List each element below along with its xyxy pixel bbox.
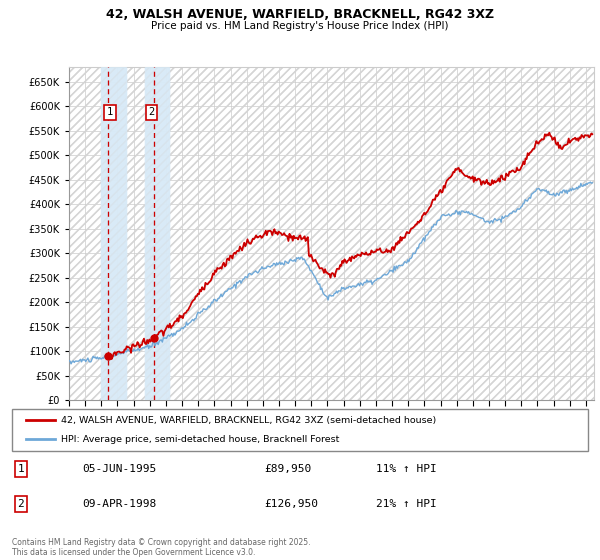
Text: 14: 14 xyxy=(404,411,413,422)
Text: 98: 98 xyxy=(145,411,154,423)
Text: 11: 11 xyxy=(355,411,364,423)
Text: 20: 20 xyxy=(274,435,283,447)
Bar xyxy=(101,67,125,400)
Text: 20: 20 xyxy=(307,435,316,447)
Text: 09: 09 xyxy=(323,411,332,423)
Text: 20: 20 xyxy=(323,435,332,447)
Text: 19: 19 xyxy=(484,411,493,423)
Text: 95: 95 xyxy=(97,411,106,423)
Text: 20: 20 xyxy=(565,435,574,447)
Text: 04: 04 xyxy=(242,411,251,422)
Text: 20: 20 xyxy=(259,435,268,447)
Text: 20: 20 xyxy=(194,435,203,447)
Text: 06: 06 xyxy=(274,411,283,423)
Text: 20: 20 xyxy=(404,435,413,447)
Text: 19: 19 xyxy=(80,435,89,447)
Text: 20: 20 xyxy=(533,435,542,447)
Text: 19: 19 xyxy=(145,435,154,447)
Text: 1: 1 xyxy=(107,107,113,117)
Text: 07: 07 xyxy=(290,411,299,423)
Text: 19: 19 xyxy=(129,435,138,447)
Text: 99: 99 xyxy=(161,411,170,423)
Text: 12: 12 xyxy=(371,411,380,422)
Text: 17: 17 xyxy=(452,411,461,423)
Text: 97: 97 xyxy=(129,411,138,423)
Text: 20: 20 xyxy=(500,411,509,422)
Text: 93: 93 xyxy=(64,411,73,423)
Text: 00: 00 xyxy=(178,411,187,423)
Text: 13: 13 xyxy=(388,411,397,423)
Text: 20: 20 xyxy=(290,435,299,447)
Text: 20: 20 xyxy=(371,435,380,447)
Text: 05: 05 xyxy=(259,411,268,423)
Text: 20: 20 xyxy=(452,435,461,447)
Text: 19: 19 xyxy=(64,435,73,447)
Text: 20: 20 xyxy=(242,435,251,447)
Text: 20: 20 xyxy=(517,435,526,447)
Text: 18: 18 xyxy=(469,411,478,423)
Text: 24: 24 xyxy=(565,411,574,422)
Text: 20: 20 xyxy=(226,435,235,447)
Text: 01: 01 xyxy=(194,411,203,423)
Text: 02: 02 xyxy=(210,411,219,422)
Text: 20: 20 xyxy=(178,435,187,447)
Text: 20: 20 xyxy=(500,435,509,447)
Text: £89,950: £89,950 xyxy=(265,464,312,474)
Text: 15: 15 xyxy=(420,411,429,423)
Text: 94: 94 xyxy=(80,411,89,422)
Text: £126,950: £126,950 xyxy=(265,499,319,509)
Text: 96: 96 xyxy=(113,411,122,423)
Text: 03: 03 xyxy=(226,411,235,423)
Text: 20: 20 xyxy=(420,435,429,447)
Bar xyxy=(101,67,125,400)
Text: 16: 16 xyxy=(436,411,445,423)
Text: 20: 20 xyxy=(339,435,348,447)
Text: 19: 19 xyxy=(161,435,170,447)
Text: 20: 20 xyxy=(549,435,558,447)
Text: 19: 19 xyxy=(113,435,122,447)
Text: 22: 22 xyxy=(533,411,542,422)
Text: 20: 20 xyxy=(388,435,397,447)
Text: 23: 23 xyxy=(549,411,558,422)
Text: 19: 19 xyxy=(97,435,106,447)
Text: 42, WALSH AVENUE, WARFIELD, BRACKNELL, RG42 3XZ: 42, WALSH AVENUE, WARFIELD, BRACKNELL, R… xyxy=(106,8,494,21)
Text: HPI: Average price, semi-detached house, Bracknell Forest: HPI: Average price, semi-detached house,… xyxy=(61,435,340,444)
FancyBboxPatch shape xyxy=(12,409,588,451)
Text: 2: 2 xyxy=(148,107,155,117)
Text: Contains HM Land Registry data © Crown copyright and database right 2025.
This d: Contains HM Land Registry data © Crown c… xyxy=(12,538,311,557)
Bar xyxy=(145,67,169,400)
Text: 20: 20 xyxy=(355,435,364,447)
Text: 10: 10 xyxy=(339,411,348,423)
Text: 1: 1 xyxy=(17,464,24,474)
Text: 20: 20 xyxy=(469,435,478,447)
Text: 42, WALSH AVENUE, WARFIELD, BRACKNELL, RG42 3XZ (semi-detached house): 42, WALSH AVENUE, WARFIELD, BRACKNELL, R… xyxy=(61,416,436,424)
Text: 08: 08 xyxy=(307,411,316,423)
Text: 20: 20 xyxy=(581,435,590,447)
Text: 25: 25 xyxy=(581,411,590,422)
Text: 2: 2 xyxy=(17,499,24,509)
Text: 20: 20 xyxy=(210,435,219,447)
Bar xyxy=(145,67,169,400)
Text: 21: 21 xyxy=(517,411,526,422)
Text: 20: 20 xyxy=(436,435,445,447)
Text: 20: 20 xyxy=(484,435,493,447)
Text: 09-APR-1998: 09-APR-1998 xyxy=(82,499,157,509)
Text: Price paid vs. HM Land Registry's House Price Index (HPI): Price paid vs. HM Land Registry's House … xyxy=(151,21,449,31)
Text: 21% ↑ HPI: 21% ↑ HPI xyxy=(376,499,437,509)
Text: 11% ↑ HPI: 11% ↑ HPI xyxy=(376,464,437,474)
Text: 05-JUN-1995: 05-JUN-1995 xyxy=(82,464,157,474)
